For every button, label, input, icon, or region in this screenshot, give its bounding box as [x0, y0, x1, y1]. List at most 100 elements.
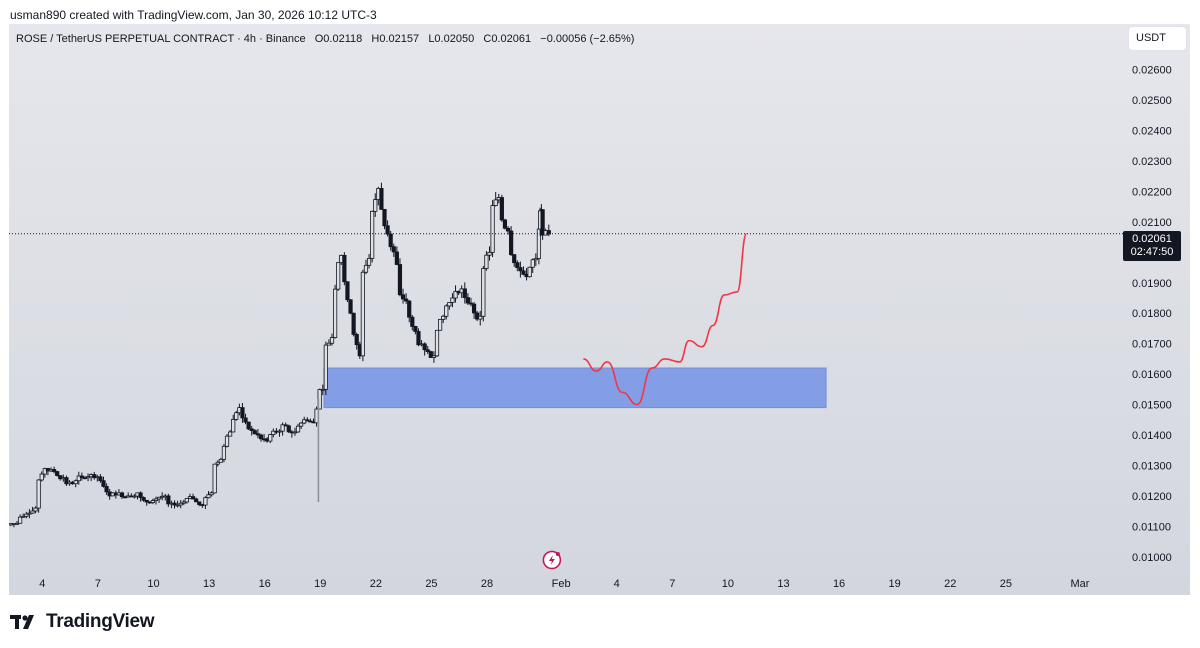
candle-body: [132, 495, 137, 498]
candle-body: [323, 344, 328, 390]
candle-body: [512, 254, 517, 264]
candle-body: [441, 315, 446, 320]
attribution-text: usman890 created with TradingView.com, J…: [10, 8, 377, 22]
candle-body: [283, 424, 288, 427]
candle-body: [286, 425, 291, 433]
candle-body: [218, 458, 223, 463]
candle-body: [509, 230, 514, 256]
candle-body: [178, 502, 183, 506]
candle-body: [336, 262, 341, 290]
ohlc-low: L0.02050: [428, 33, 475, 45]
candle-body: [175, 504, 180, 507]
candle-body: [490, 205, 495, 253]
y-tick-label: 0.01100: [1132, 521, 1171, 533]
symbol-legend: ROSE / TetherUS PERPETUAL CONTRACT · 4h …: [16, 33, 634, 45]
candle-body: [234, 412, 239, 420]
candle-body: [348, 299, 353, 314]
candle-body: [153, 498, 159, 501]
x-tick-label: 22: [944, 578, 956, 590]
y-tick-label: 0.01500: [1132, 400, 1172, 412]
ohlc-open: O0.02118: [314, 33, 363, 45]
candle-body: [425, 349, 430, 352]
candle-body: [413, 326, 418, 332]
candle-body: [36, 479, 41, 509]
candle-body: [437, 318, 443, 331]
candle-body: [98, 476, 103, 482]
x-tick-label: Mar: [1070, 578, 1089, 590]
candle-body: [546, 230, 551, 235]
candle-body: [326, 342, 332, 346]
y-tick-label: 0.01600: [1132, 369, 1172, 381]
candle-body: [465, 297, 470, 304]
candle-body: [181, 501, 186, 504]
candle-body: [221, 445, 227, 460]
candle-body: [166, 495, 171, 505]
candle-body: [363, 264, 369, 273]
bar-countdown: 02:47:50: [1130, 246, 1174, 258]
tradingview-logo[interactable]: TradingView: [10, 610, 155, 634]
candle-body: [231, 419, 236, 433]
candle-body: [243, 417, 248, 423]
candle-body: [385, 225, 390, 235]
x-tick-label: 13: [203, 578, 215, 590]
y-tick-label: 0.01800: [1132, 308, 1172, 320]
candle-body: [30, 510, 35, 514]
x-tick-label: 25: [1000, 578, 1012, 590]
y-tick-label: 0.01000: [1132, 552, 1172, 564]
x-tick-label: 4: [39, 578, 45, 590]
candle-body: [422, 343, 427, 351]
candle-body: [21, 515, 26, 518]
y-tick-label: 0.01900: [1132, 278, 1172, 290]
candle-body: [493, 199, 498, 206]
x-tick-label: 7: [95, 578, 101, 590]
candle-body: [76, 475, 81, 482]
price-chart[interactable]: 0.027000.026000.025000.024000.023000.022…: [9, 24, 1190, 595]
y-tick-label: 0.02300: [1132, 156, 1172, 168]
candle-body: [280, 424, 285, 432]
candle-body: [360, 271, 365, 357]
candle-body: [194, 498, 199, 503]
y-tick-label: 0.02600: [1132, 65, 1172, 77]
candle-body: [540, 209, 545, 236]
candle-body: [382, 208, 387, 227]
x-tick-label: 10: [147, 578, 159, 590]
candle-body: [215, 461, 220, 465]
candle-body: [354, 334, 359, 346]
candle-body: [190, 496, 196, 500]
x-tick-label: 16: [259, 578, 271, 590]
candle-body: [51, 469, 57, 472]
x-tick-label: 13: [777, 578, 789, 590]
candle-body: [268, 434, 273, 442]
candle-body: [499, 197, 504, 221]
y-tick-label: 0.01300: [1132, 460, 1172, 472]
candle-body: [410, 316, 415, 327]
candle-body: [320, 388, 325, 391]
candle-body: [27, 512, 32, 515]
x-tick-label: 7: [669, 578, 675, 590]
candle-body: [79, 475, 84, 479]
x-tick-label: 25: [425, 578, 437, 590]
candle-body: [481, 268, 486, 317]
candle-body: [144, 499, 149, 503]
candle-body: [249, 428, 254, 432]
candle-body: [212, 463, 217, 494]
candle-body: [407, 300, 412, 318]
candle-body: [172, 502, 177, 506]
candle-body: [292, 431, 298, 434]
candle-body: [255, 433, 260, 436]
chart-area[interactable]: 0.027000.026000.025000.024000.023000.022…: [9, 24, 1190, 595]
candle-body: [370, 210, 375, 259]
candle-body: [295, 425, 301, 433]
candle-body: [18, 516, 23, 524]
currency-button[interactable]: USDT: [1129, 27, 1186, 50]
candle-body: [394, 251, 399, 265]
candle-body: [450, 297, 455, 303]
candle-body: [471, 303, 477, 314]
candle-body: [345, 281, 350, 301]
candle-body: [487, 251, 492, 256]
candle-body: [388, 233, 393, 248]
lightning-glyph: [548, 555, 555, 565]
candle-body: [373, 199, 378, 212]
candle-body: [150, 500, 156, 503]
candle-body: [305, 419, 310, 422]
